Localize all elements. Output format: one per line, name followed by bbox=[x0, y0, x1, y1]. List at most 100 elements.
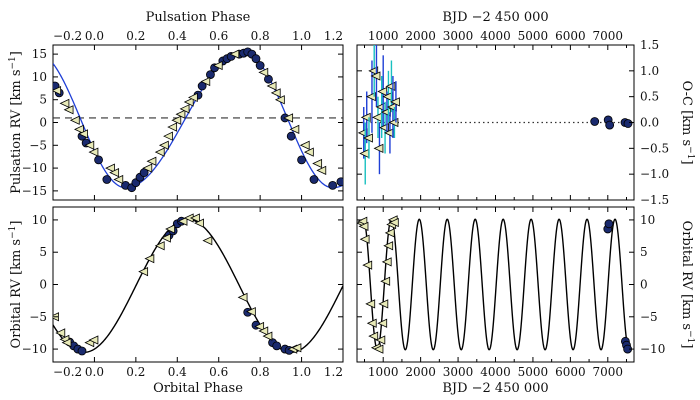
data-point-triangle bbox=[359, 234, 370, 244]
data-point-circle bbox=[336, 177, 343, 187]
data-point-triangle bbox=[154, 241, 165, 251]
y-tick-label: 15 bbox=[32, 47, 47, 61]
y-tick-label: −15 bbox=[22, 184, 47, 198]
y-tick-label: 5 bbox=[39, 93, 47, 107]
y-axis-label-close: ] bbox=[679, 343, 694, 348]
y-axis-label-close: ] bbox=[9, 221, 24, 226]
data-point-circle bbox=[272, 341, 282, 351]
data-point-triangle bbox=[138, 266, 149, 277]
data-point-triangle bbox=[377, 318, 388, 328]
x-axis-label-top: BJD −2 450 000 bbox=[442, 10, 548, 25]
x-axis-label-top: Pulsation Phase bbox=[146, 10, 251, 25]
data-point-triangle bbox=[84, 140, 95, 150]
data-point-triangle bbox=[303, 147, 314, 157]
data-point-triangle bbox=[105, 163, 115, 173]
data-point-triangle bbox=[357, 128, 368, 138]
data-point-triangle bbox=[194, 218, 204, 228]
y-tick-label: 0.0 bbox=[640, 116, 659, 130]
data-point-triangle bbox=[363, 133, 373, 143]
data-point-circle bbox=[286, 131, 296, 141]
x-tick-label: 3000 bbox=[443, 29, 474, 43]
data-point-triangle bbox=[291, 343, 302, 353]
data-point-triangle bbox=[377, 86, 388, 97]
data-point-triangle bbox=[368, 66, 379, 76]
data-point-triangle bbox=[266, 81, 277, 91]
data-point-triangle bbox=[312, 158, 323, 169]
data-point-circle bbox=[605, 120, 615, 130]
y-axis-label-unit-exp: −1 bbox=[8, 56, 18, 69]
data-point-triangle bbox=[362, 260, 373, 270]
data-point-triangle bbox=[372, 112, 382, 122]
data-point-triangle bbox=[359, 148, 370, 159]
data-point-triangle bbox=[358, 221, 369, 232]
data-point-triangle bbox=[258, 67, 269, 77]
x-tick-label: 4000 bbox=[480, 365, 511, 379]
y-axis-label-close: ] bbox=[9, 51, 24, 56]
y-tick-label: −1.5 bbox=[640, 193, 669, 207]
data-point-triangle bbox=[366, 92, 376, 102]
plot-area-bottom-left bbox=[53, 213, 343, 356]
data-point-circle bbox=[328, 181, 338, 190]
data-point-triangle bbox=[389, 97, 400, 107]
y-axis-label-text: Orbital RV [km s bbox=[679, 221, 694, 331]
data-point-triangle bbox=[385, 81, 396, 91]
y-tick-label: −0.5 bbox=[640, 141, 669, 155]
data-point-triangle bbox=[283, 113, 294, 123]
x-axis-label: Orbital Phase bbox=[153, 381, 243, 396]
x-tick-label: −0.2 bbox=[53, 29, 82, 43]
x-tick-label: 5000 bbox=[518, 365, 549, 379]
x-tick-label: 3000 bbox=[443, 365, 474, 379]
plot-area-top-right bbox=[357, 45, 634, 185]
plot-area-bottom-right bbox=[357, 215, 633, 354]
x-tick-label: 0.2 bbox=[126, 29, 145, 43]
y-tick-label: −5 bbox=[29, 138, 47, 152]
data-point-circle bbox=[251, 54, 261, 64]
data-point-triangle bbox=[144, 254, 155, 264]
data-point-triangle bbox=[154, 147, 165, 157]
y-axis-label: Pulsation RV [km s−1] bbox=[8, 51, 24, 194]
data-point-triangle bbox=[53, 85, 62, 96]
x-tick-label: 7000 bbox=[593, 29, 624, 43]
data-point-triangle bbox=[88, 335, 99, 345]
data-point-triangle bbox=[360, 112, 371, 122]
orbital-model-curve bbox=[360, 218, 630, 351]
data-point-triangle bbox=[289, 124, 300, 134]
data-point-circle bbox=[297, 155, 306, 165]
data-point-triangle bbox=[262, 331, 273, 341]
data-point-triangle bbox=[113, 174, 124, 185]
x-tick-label: 0.8 bbox=[251, 29, 270, 43]
x-tick-label: 5000 bbox=[518, 29, 549, 43]
data-point-circle bbox=[309, 175, 319, 184]
data-point-triangle bbox=[229, 49, 240, 59]
y-axis-label-unit-exp: −1 bbox=[8, 226, 18, 239]
data-point-triangle bbox=[380, 276, 391, 286]
plot-area-top-left bbox=[53, 47, 343, 193]
data-point-triangle bbox=[258, 326, 269, 336]
y-axis-label-close: ] bbox=[679, 159, 694, 164]
data-point-triangle bbox=[160, 233, 171, 243]
data-point-triangle bbox=[78, 129, 88, 139]
y-tick-label: 1.5 bbox=[640, 38, 659, 52]
data-point-triangle bbox=[316, 165, 327, 175]
x-tick-label: 6000 bbox=[555, 29, 586, 43]
data-point-triangle bbox=[274, 95, 285, 105]
data-point-circle bbox=[264, 74, 273, 84]
data-point-triangle bbox=[171, 115, 182, 125]
orbital-model-curve bbox=[53, 218, 343, 354]
data-point-triangle bbox=[365, 299, 376, 309]
data-point-triangle bbox=[158, 140, 169, 150]
data-point-triangle bbox=[163, 131, 173, 141]
x-tick-label: 0.4 bbox=[168, 365, 187, 379]
data-point-triangle bbox=[109, 168, 120, 178]
data-point-triangle bbox=[381, 257, 392, 267]
data-point-triangle bbox=[59, 98, 70, 108]
data-point-triangle bbox=[357, 216, 368, 226]
data-point-triangle bbox=[177, 216, 188, 226]
x-tick-label: 0.0 bbox=[85, 365, 104, 379]
x-tick-label: 4000 bbox=[480, 29, 511, 43]
y-tick-label: 5 bbox=[39, 245, 47, 259]
data-point-triangle bbox=[88, 147, 99, 157]
y-tick-label: 10 bbox=[32, 70, 47, 84]
data-point-triangle bbox=[179, 104, 190, 114]
data-point-triangle bbox=[237, 292, 248, 303]
